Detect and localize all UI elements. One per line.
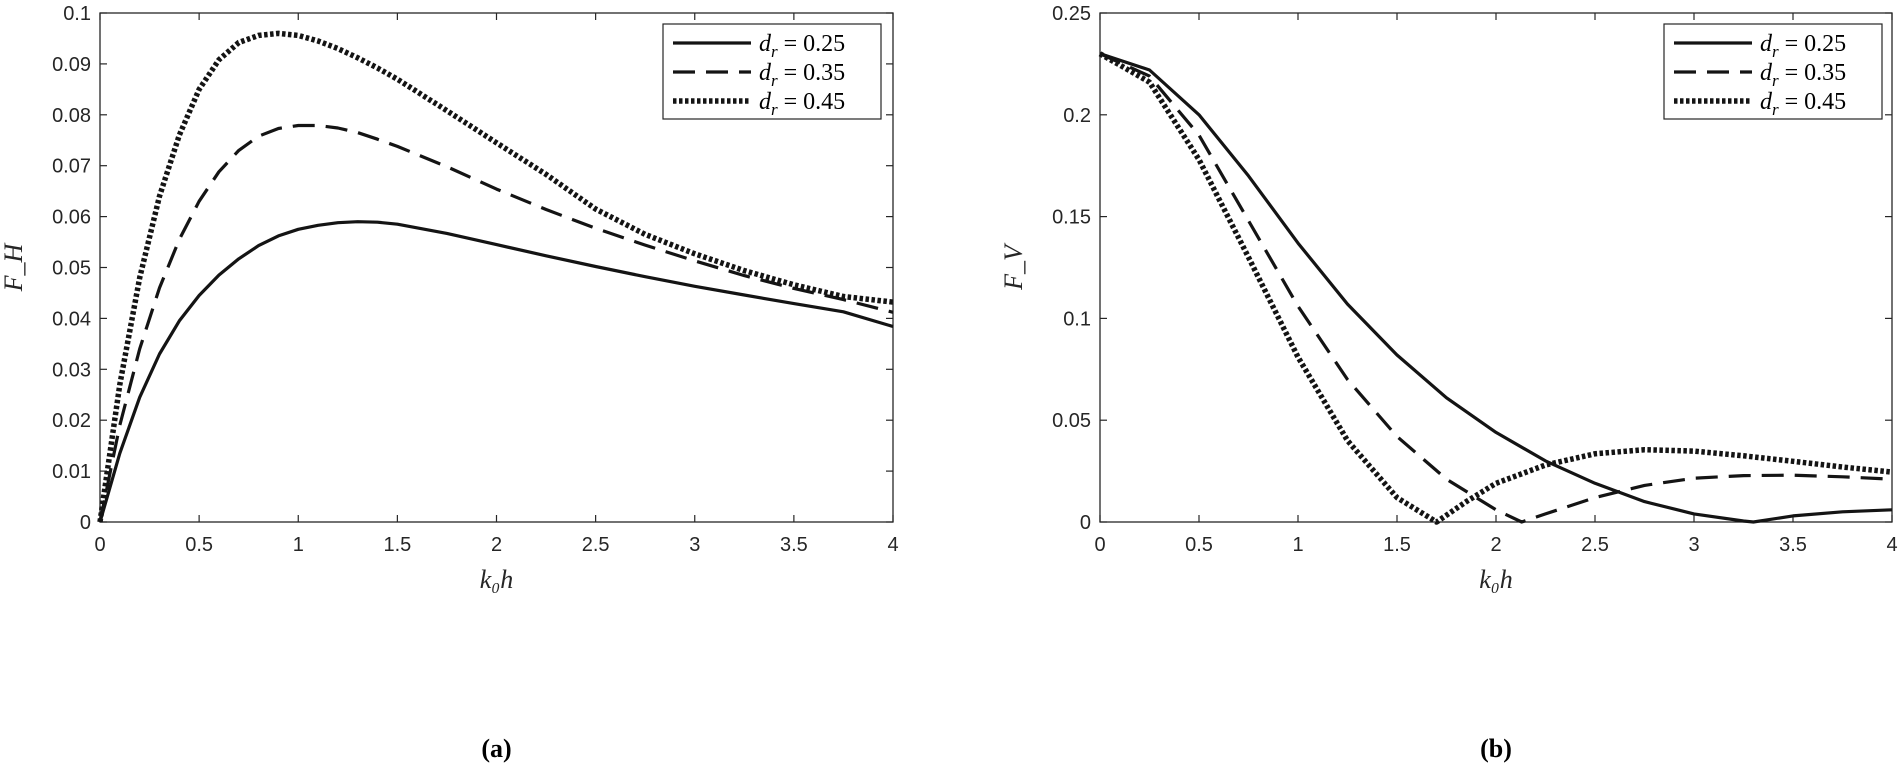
y-tick-label: 0.05 — [52, 258, 91, 280]
series-line-solid — [98, 220, 894, 523]
legend-sub: r — [1772, 100, 1779, 119]
panel-caption: (a) — [481, 734, 511, 763]
legend-entry: dr = 0.35 — [759, 60, 845, 90]
series-line-dashed — [1099, 52, 1893, 524]
legend-sub: r — [771, 42, 778, 61]
legend-value: = 0.45 — [778, 89, 846, 115]
y-tick-label: 0.1 — [63, 3, 91, 25]
y-tick-label: 0.03 — [52, 359, 91, 381]
x-tick-label: 0 — [1094, 534, 1105, 556]
y-tick-label: 0.1 — [1063, 308, 1091, 330]
y-tick-label: 0 — [80, 512, 91, 534]
y-tick-label: 0.08 — [52, 105, 91, 127]
x-axis-label: k₀h — [1479, 565, 1513, 594]
x-tick-label: 4 — [1886, 534, 1897, 556]
series-line-dashed — [98, 123, 894, 523]
legend-value: = 0.25 — [778, 31, 846, 57]
x-tick-label: 2.5 — [582, 534, 610, 556]
x-axis-label: k₀h — [480, 565, 514, 594]
legend-entry: dr = 0.35 — [1760, 60, 1846, 90]
legend-entry: dr = 0.25 — [1760, 31, 1846, 61]
x-tick-label: 0.5 — [1185, 534, 1213, 556]
legend-sub: r — [771, 100, 778, 119]
x-tick-label: 3 — [689, 534, 700, 556]
series-line-dotted — [97, 30, 894, 523]
y-tick-label: 0.25 — [1052, 3, 1091, 25]
legend-var: d — [1760, 60, 1773, 86]
y-tick-label: 0.05 — [1052, 410, 1091, 432]
legend-var: d — [759, 89, 772, 115]
y-axis-label: F_H — [0, 242, 28, 292]
y-tick-label: 0.01 — [52, 461, 91, 483]
y-tick-label: 0.15 — [1052, 207, 1091, 229]
legend-value: = 0.25 — [1779, 31, 1847, 57]
panel-caption: (b) — [1480, 734, 1512, 763]
y-tick-label: 0.04 — [52, 308, 91, 330]
legend-var: d — [1760, 89, 1773, 115]
y-tick-label: 0.09 — [52, 54, 91, 76]
legend-sub: r — [1772, 42, 1779, 61]
x-tick-label: 1 — [293, 534, 304, 556]
legend-var: d — [1760, 31, 1773, 57]
x-tick-label: 2.5 — [1581, 534, 1609, 556]
chart-panel-b: 0 0.5 1 1.5 2 2.5 3 3.5 4 0 0.05 0.1 0.15 0.2 0.25 k₀h F… — [999, 3, 1898, 763]
legend-value: = 0.45 — [1779, 89, 1847, 115]
x-tick-label: 2 — [1490, 534, 1501, 556]
legend-value: = 0.35 — [778, 60, 846, 86]
y-axis-label: F_V — [999, 242, 1028, 291]
legend-entry: dr = 0.45 — [759, 89, 845, 119]
series-line-dotted — [1098, 51, 1893, 525]
chart-panel-a: 0 0.5 1 1.5 2 2.5 3 3.5 4 0 0.01 0.02 0.03 0.04 0.05 0.… — [0, 3, 899, 763]
series-line-solid — [1099, 52, 1893, 524]
x-tick-label: 1.5 — [1383, 534, 1411, 556]
x-tick-label: 3 — [1688, 534, 1699, 556]
legend-var: d — [759, 31, 772, 57]
x-tick-label: 0 — [94, 534, 105, 556]
x-tick-label: 1 — [1292, 534, 1303, 556]
legend-entry: dr = 0.45 — [1760, 89, 1846, 119]
x-tick-label: 4 — [887, 534, 898, 556]
legend-value: = 0.35 — [1779, 60, 1847, 86]
y-tick-label: 0 — [1080, 512, 1091, 534]
x-tick-label: 0.5 — [185, 534, 213, 556]
y-tick-label: 0.07 — [52, 156, 91, 178]
y-tick-label: 0.02 — [52, 410, 91, 432]
x-tick-label: 1.5 — [383, 534, 411, 556]
legend-var: d — [759, 60, 772, 86]
x-tick-label: 2 — [491, 534, 502, 556]
x-tick-label: 3.5 — [1779, 534, 1807, 556]
legend-sub: r — [1772, 71, 1779, 90]
legend-sub: r — [771, 71, 778, 90]
legend-entry: dr = 0.25 — [759, 31, 845, 61]
y-tick-label: 0.06 — [52, 207, 91, 229]
x-tick-label: 3.5 — [780, 534, 808, 556]
y-tick-label: 0.2 — [1063, 105, 1091, 127]
